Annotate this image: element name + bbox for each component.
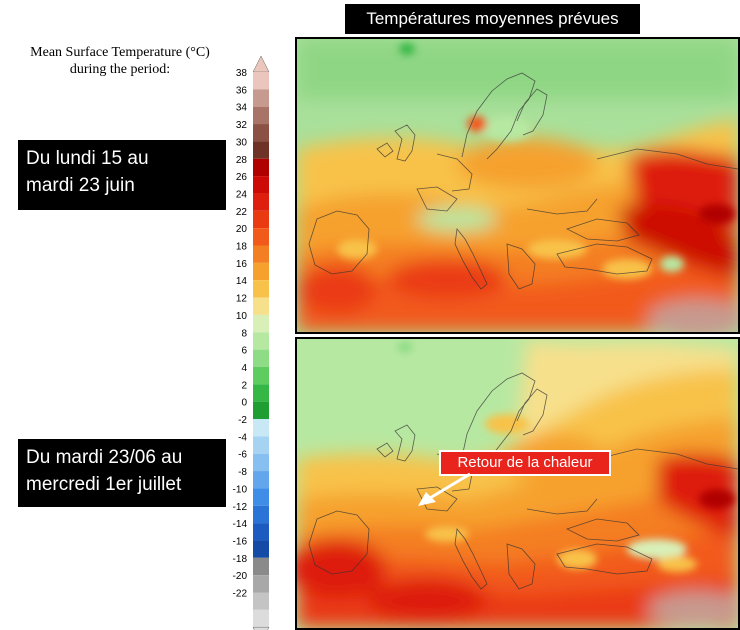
period-second-line-1: Du mardi 23/06 au	[26, 447, 183, 468]
scale-tick-label: 6	[241, 346, 247, 357]
scale-swatch	[253, 436, 269, 454]
forecast-map-first-period	[295, 37, 740, 334]
scale-tick-label: 28	[236, 155, 248, 166]
legend-title-line-2: during the period:	[69, 62, 171, 77]
scale-swatch	[253, 557, 269, 576]
scale-swatch	[253, 210, 269, 229]
scale-tick-label: -16	[233, 536, 248, 547]
scale-tick-label: 26	[236, 172, 248, 183]
scale-tick-label: -20	[233, 571, 248, 582]
scale-swatch	[253, 523, 269, 541]
period-first-line-1: Du lundi 15 au	[26, 148, 149, 169]
map-title: Températures moyennes prévues	[345, 4, 640, 34]
temperature-color-scale: 38363432302826242220181614121086420-2-4-…	[233, 55, 270, 630]
scale-swatch	[253, 228, 269, 246]
scale-swatch	[253, 575, 269, 593]
scale-swatch	[253, 124, 269, 142]
scale-tick-label: -18	[233, 554, 248, 565]
scale-tick-label: -10	[233, 484, 248, 495]
temperature-field	[297, 39, 738, 332]
scale-tick-label: 38	[236, 68, 248, 79]
scale-tick-label: 4	[241, 363, 247, 374]
scale-tick-label: -6	[238, 450, 247, 461]
forecast-map-second-period	[295, 337, 740, 630]
scale-tick-label: 36	[236, 85, 248, 96]
map-canvas-first	[297, 39, 738, 332]
scale-arrow-top	[252, 55, 270, 73]
scale-swatch	[253, 592, 269, 610]
scale-tick-label: 2	[241, 380, 247, 391]
scale-swatch	[253, 314, 269, 333]
scale-tick-label: 22	[236, 207, 248, 218]
scale-arrow-bottom	[252, 626, 270, 630]
heat-return-callout: Retour de la chaleur	[439, 450, 611, 476]
scale-swatch	[253, 419, 269, 437]
scale-swatch	[253, 349, 269, 367]
scale-swatch	[253, 453, 269, 472]
scale-swatch	[253, 245, 269, 263]
scale-swatch	[253, 488, 269, 506]
scale-tick-label: 20	[236, 224, 248, 235]
period-label-second: Du mardi 23/06 au mercredi 1er juillet	[18, 439, 226, 507]
scale-tick-label: 12	[236, 294, 248, 305]
scale-swatch	[253, 540, 269, 558]
legend-title: Mean Surface Temperature (°C) during the…	[0, 44, 240, 78]
map-canvas-second	[297, 339, 738, 628]
scale-swatch	[253, 332, 269, 350]
scale-swatch	[253, 505, 269, 524]
scale-tick-label: 16	[236, 259, 248, 270]
scale-swatch	[253, 471, 269, 489]
scale-tick-label: -22	[233, 589, 248, 600]
legend-title-line-1: Mean Surface Temperature (°C)	[30, 45, 210, 60]
period-second-line-2: mercredi 1er juillet	[26, 474, 182, 495]
scale-swatch	[253, 280, 269, 298]
scale-swatch	[253, 72, 269, 90]
scale-swatch	[253, 297, 269, 315]
scale-tick-label: 18	[236, 242, 248, 253]
period-first-line-2: mardi 23 juin	[26, 175, 135, 196]
scale-tick-label: 14	[236, 276, 248, 287]
scale-tick-label: -2	[238, 415, 247, 426]
scale-tick-label: 34	[236, 103, 248, 114]
scale-tick-label: 8	[241, 328, 247, 339]
scale-tick-label: 32	[236, 120, 248, 131]
coastlines	[308, 72, 738, 290]
scale-tick-label: -12	[233, 502, 248, 513]
scale-tick-label: 30	[236, 137, 248, 148]
terrain-detail	[397, 341, 735, 572]
scale-tick-label: -8	[238, 467, 247, 478]
scale-swatch	[253, 158, 269, 177]
scale-tick-label: -14	[233, 519, 248, 530]
scale-tick-label: -4	[238, 432, 247, 443]
scale-swatch	[253, 106, 269, 125]
scale-swatch	[253, 141, 269, 159]
scale-swatch	[253, 262, 269, 281]
scale-tick-label: 10	[236, 311, 248, 322]
scale-swatch	[253, 176, 269, 194]
scale-tick-label: 0	[241, 398, 247, 409]
scale-swatch	[253, 366, 269, 385]
scale-swatch	[253, 193, 269, 211]
terrain-detail	[337, 43, 735, 279]
scale-swatch	[253, 384, 269, 402]
period-label-first: Du lundi 15 au mardi 23 juin	[18, 140, 226, 210]
scale-tick-label: 24	[236, 189, 248, 200]
scale-swatch	[253, 401, 269, 419]
scale-swatch	[253, 89, 269, 107]
scale-swatch	[253, 609, 269, 628]
